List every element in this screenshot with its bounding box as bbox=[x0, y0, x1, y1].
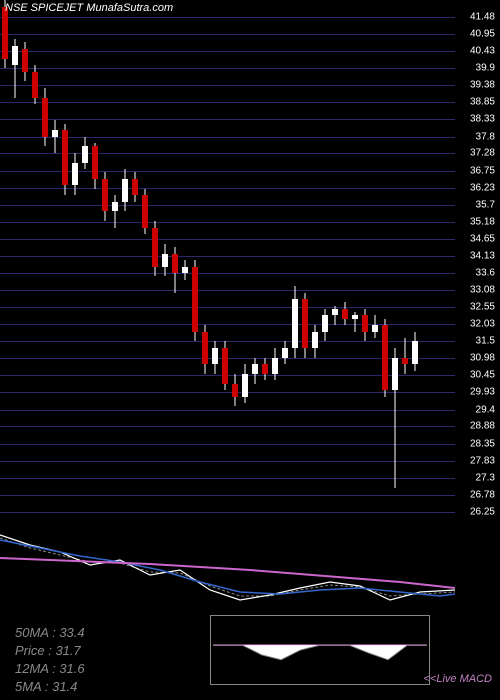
macd-label: <<Live MACD bbox=[424, 673, 492, 685]
y-axis-label: 32.55 bbox=[470, 302, 495, 313]
grid-line bbox=[0, 290, 455, 291]
grid-line bbox=[0, 137, 455, 138]
grid-line bbox=[0, 426, 455, 427]
y-axis-label: 28.88 bbox=[470, 421, 495, 432]
y-axis-label: 37.8 bbox=[476, 131, 495, 142]
grid-line bbox=[0, 188, 455, 189]
grid-line bbox=[0, 444, 455, 445]
y-axis-label: 26.25 bbox=[470, 506, 495, 517]
y-axis-label: 37.28 bbox=[470, 148, 495, 159]
grid-line bbox=[0, 461, 455, 462]
y-axis-label: 38.85 bbox=[470, 97, 495, 108]
grid-line bbox=[0, 34, 455, 35]
grid-line bbox=[0, 68, 455, 69]
y-axis-label: 33.6 bbox=[476, 268, 495, 279]
grid-line bbox=[0, 273, 455, 274]
grid-line bbox=[0, 222, 455, 223]
y-axis-label: 29.4 bbox=[476, 404, 495, 415]
grid-line bbox=[0, 410, 455, 411]
grid-line bbox=[0, 171, 455, 172]
y-axis-label: 26.78 bbox=[470, 489, 495, 500]
macd-svg bbox=[211, 616, 429, 684]
y-axis-label: 28.35 bbox=[470, 438, 495, 449]
y-axis-label: 27.3 bbox=[476, 472, 495, 483]
grid-line bbox=[0, 239, 455, 240]
y-axis-label: 33.08 bbox=[470, 284, 495, 295]
indicator-panel: 50MA : 33.4 Price : 31.7 12MA : 31.6 5MA : … bbox=[0, 520, 500, 700]
grid-line bbox=[0, 153, 455, 154]
grid-line bbox=[0, 307, 455, 308]
macd-inset bbox=[210, 615, 430, 685]
y-axis-label: 35.18 bbox=[470, 216, 495, 227]
grid-line bbox=[0, 478, 455, 479]
y-axis-label: 40.43 bbox=[470, 46, 495, 57]
y-axis-label: 34.13 bbox=[470, 250, 495, 261]
price-chart bbox=[0, 0, 455, 520]
grid-line bbox=[0, 495, 455, 496]
grid-line bbox=[0, 17, 455, 18]
y-axis-label: 34.65 bbox=[470, 233, 495, 244]
ma-text-line: 12MA : 31.6 bbox=[15, 661, 85, 676]
y-axis-label: 35.7 bbox=[476, 199, 495, 210]
y-axis-label: 39.38 bbox=[470, 80, 495, 91]
grid-line bbox=[0, 85, 455, 86]
grid-line bbox=[0, 51, 455, 52]
y-axis-label: 40.95 bbox=[470, 29, 495, 40]
grid-line bbox=[0, 512, 455, 513]
ma-text-line: Price : 31.7 bbox=[15, 643, 81, 658]
grid-line bbox=[0, 119, 455, 120]
y-axis-label: 32.03 bbox=[470, 319, 495, 330]
y-axis-label: 41.48 bbox=[470, 11, 495, 22]
y-axis-label: 30.45 bbox=[470, 370, 495, 381]
y-axis-label: 31.5 bbox=[476, 336, 495, 347]
y-axis-label: 38.33 bbox=[470, 114, 495, 125]
chart-container: NSE SPICEJET MunafaSutra.com 41.4840.954… bbox=[0, 0, 500, 700]
y-axis-label: 36.23 bbox=[470, 182, 495, 193]
y-axis-label: 30.98 bbox=[470, 353, 495, 364]
indicator-lines-svg bbox=[0, 520, 455, 620]
ma-text-line: 5MA : 31.4 bbox=[15, 679, 77, 694]
grid-line bbox=[0, 205, 455, 206]
grid-line bbox=[0, 256, 455, 257]
y-axis-label: 29.93 bbox=[470, 387, 495, 398]
y-axis-label: 36.75 bbox=[470, 165, 495, 176]
ma-text-line: 50MA : 33.4 bbox=[15, 625, 85, 640]
y-axis: 41.48 40.95 40.43 39.9 39.38 38.85 38.33 37.8 37… bbox=[455, 0, 500, 520]
y-axis-label: 27.83 bbox=[470, 455, 495, 466]
y-axis-label: 39.9 bbox=[476, 63, 495, 74]
chart-title: NSE SPICEJET MunafaSutra.com bbox=[5, 2, 173, 14]
grid-line bbox=[0, 392, 455, 393]
grid-line bbox=[0, 102, 455, 103]
